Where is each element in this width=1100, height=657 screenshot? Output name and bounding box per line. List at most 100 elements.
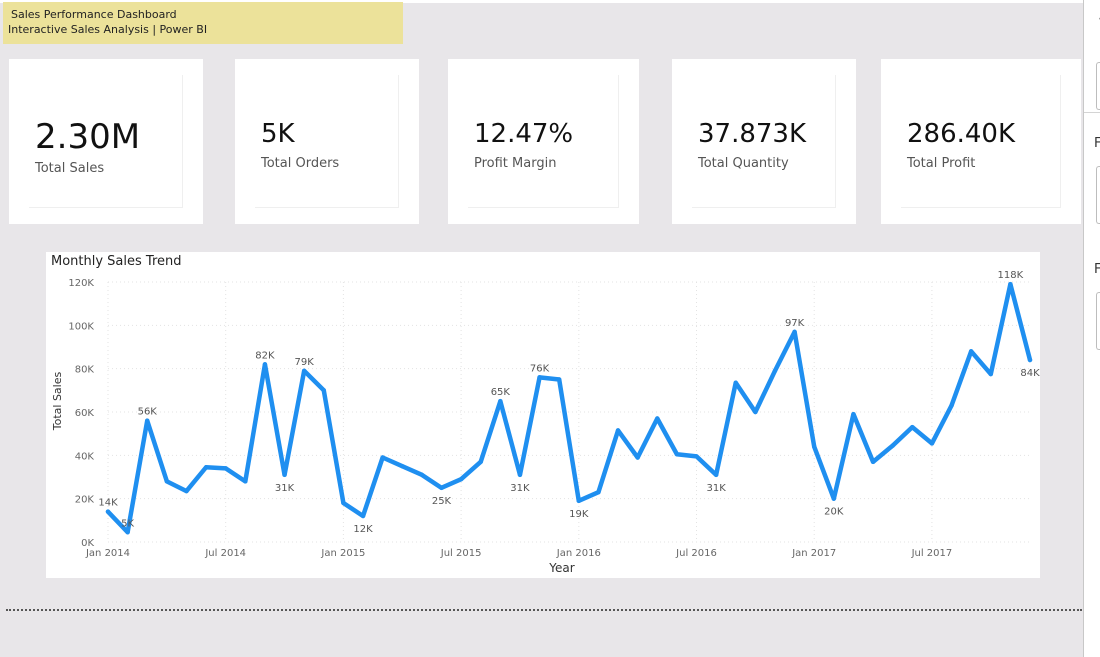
data-point <box>753 409 758 415</box>
data-label: 118K <box>998 270 1024 281</box>
kpi-card-border <box>29 75 183 208</box>
kpi-card-total-orders[interactable]: 5K Total Orders <box>235 59 419 224</box>
data-label: 19K <box>569 509 589 520</box>
page-title: Sales Performance Dashboard <box>11 8 177 21</box>
y-tick-label: 60K <box>75 408 95 419</box>
data-point <box>772 368 778 374</box>
data-point <box>615 428 621 433</box>
data-point <box>478 459 483 465</box>
kpi-value: 286.40K <box>907 119 1016 149</box>
data-point <box>792 329 797 335</box>
data-point <box>929 441 935 446</box>
kpi-card-border <box>901 75 1061 208</box>
data-point <box>733 380 738 385</box>
y-axis-title: Total Sales <box>51 372 64 432</box>
data-point <box>282 472 287 478</box>
data-label: 79K <box>295 357 315 368</box>
data-point <box>243 479 248 484</box>
data-point <box>949 403 954 408</box>
data-point <box>870 459 876 465</box>
data-point <box>674 452 680 457</box>
data-point <box>517 472 523 478</box>
data-point <box>341 500 346 506</box>
x-axis-title: Year <box>548 561 574 575</box>
data-point <box>105 509 111 514</box>
monthly-sales-chart[interactable]: Monthly Sales Trend 0K 20K 40K 60K 80K 100K 12… <box>46 252 1040 578</box>
data-label: 97K <box>785 318 805 329</box>
kpi-label: Total Orders <box>261 156 340 171</box>
data-point <box>596 489 601 495</box>
x-tick-label: Jul 2015 <box>440 548 482 559</box>
data-point <box>851 411 856 417</box>
y-tick-label: 80K <box>75 365 95 376</box>
data-point <box>203 465 209 470</box>
kpi-card-profit-margin[interactable]: 12.47% Profit Margin <box>448 59 639 224</box>
kpi-label: Profit Margin <box>474 156 557 171</box>
kpi-value: 37.873K <box>698 119 807 149</box>
data-point <box>910 424 915 430</box>
data-label: 31K <box>275 483 295 494</box>
x-tick-label: Jul 2016 <box>675 548 717 559</box>
right-filter-pane[interactable]: • F F <box>1083 0 1100 657</box>
data-point <box>321 388 326 393</box>
kpi-value: 12.47% <box>474 119 574 149</box>
filter-label: F <box>1094 262 1100 277</box>
data-point <box>498 398 503 404</box>
data-point <box>635 455 640 460</box>
kpi-card-total-quantity[interactable]: 37.873K Total Quantity <box>672 59 856 224</box>
data-label: 20K <box>824 507 844 518</box>
pane-divider <box>1084 112 1100 113</box>
data-label: 31K <box>510 483 530 494</box>
data-point <box>125 530 130 535</box>
data-point <box>145 418 150 423</box>
kpi-card-border <box>255 75 399 208</box>
data-point <box>713 472 719 478</box>
data-point <box>1008 281 1013 287</box>
data-point <box>360 513 366 519</box>
data-point <box>890 443 895 448</box>
kpi-label: Total Profit <box>907 156 976 171</box>
data-point <box>184 488 189 494</box>
data-label: 5K <box>121 518 134 529</box>
y-tick-label: 120K <box>68 278 94 289</box>
x-tick-label: Jul 2014 <box>204 548 246 559</box>
data-label: 82K <box>255 350 275 361</box>
data-point <box>556 377 562 382</box>
pane-handle-icon: • <box>1098 14 1100 25</box>
data-point <box>458 476 464 482</box>
data-point <box>439 485 444 491</box>
y-tick-label: 20K <box>75 495 95 506</box>
page-subtitle: Interactive Sales Analysis | Power BI <box>8 23 208 36</box>
data-label: 12K <box>353 524 373 535</box>
x-tick-label: Jan 2016 <box>556 548 601 559</box>
kpi-card-total-sales[interactable]: 2.30M Total Sales <box>9 59 203 224</box>
y-tick-label: 40K <box>75 451 95 462</box>
section-divider <box>6 609 1082 611</box>
y-tick-label: 0K <box>81 538 94 549</box>
kpi-card-total-profit[interactable]: 286.40K Total Profit <box>881 59 1081 224</box>
filter-box[interactable] <box>1096 292 1100 350</box>
kpi-value: 2.30M <box>35 117 141 157</box>
x-tick-label: Jan 2014 <box>85 548 130 559</box>
x-tick-label: Jan 2015 <box>320 548 365 559</box>
data-point <box>968 349 974 354</box>
data-point <box>223 466 228 471</box>
data-point <box>655 416 660 421</box>
filter-box[interactable] <box>1096 62 1100 110</box>
kpi-value: 5K <box>261 119 295 149</box>
x-tick-label: Jul 2017 <box>911 548 953 559</box>
kpi-label: Total Sales <box>35 161 105 176</box>
data-point <box>301 368 307 374</box>
data-point <box>400 463 405 469</box>
data-point <box>262 362 268 367</box>
data-point <box>1027 357 1033 363</box>
top-edge <box>0 0 1084 3</box>
data-label: 14K <box>98 498 118 509</box>
line-chart-svg[interactable]: 0K 20K 40K 60K 80K 100K 120K Jan 2014 Jul 2014 Ja… <box>46 252 1040 578</box>
filter-label: F <box>1094 136 1100 151</box>
data-point <box>831 496 837 501</box>
data-point <box>164 479 170 484</box>
data-point <box>988 371 993 377</box>
data-label: 25K <box>432 496 452 507</box>
filter-box[interactable] <box>1096 166 1100 224</box>
